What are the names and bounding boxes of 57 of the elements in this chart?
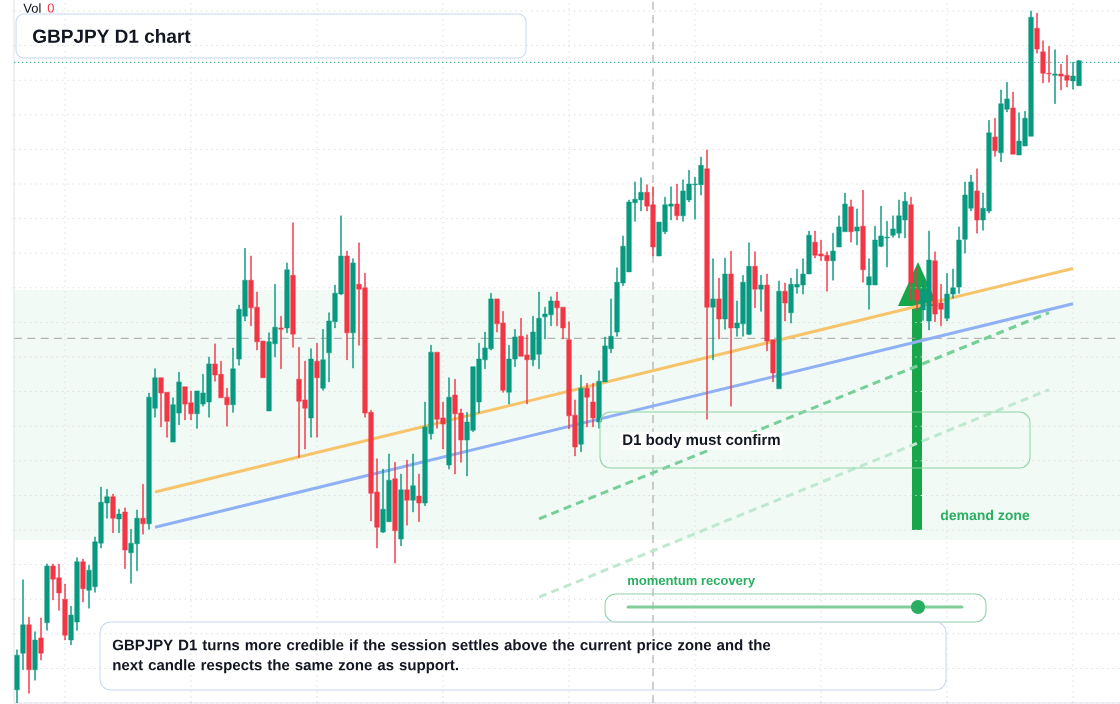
candlestick (974, 168, 980, 234)
candlestick (590, 383, 596, 428)
candlestick (62, 583, 68, 641)
candlestick (314, 342, 320, 438)
annotation: D1 body must confirm (623, 434, 780, 448)
candlestick (860, 189, 866, 283)
candlestick (1034, 12, 1040, 54)
candlestick (116, 508, 122, 534)
candlestick (278, 315, 284, 370)
annotation: GBPJPY D1 turns more credible if the session settles above the current price zone and the next candle respects the same zone as support. (112, 639, 771, 674)
candlestick (992, 117, 998, 157)
candlestick (578, 374, 584, 453)
candlestick (710, 258, 716, 361)
candlestick (80, 558, 86, 603)
annotation: Vol (23, 3, 41, 13)
annotation: 0 (47, 3, 54, 13)
text: GBPJPY D1 chart (33, 29, 191, 43)
candlestick (20, 579, 26, 671)
candlestick (716, 277, 722, 340)
candlestick (758, 275, 764, 312)
annotation: momentum recovery (628, 576, 756, 588)
candlestick (32, 631, 38, 681)
candlestick (410, 453, 416, 513)
candlestick (416, 473, 422, 522)
candlestick (908, 196, 914, 301)
candlestick (308, 348, 314, 438)
candlestick (284, 262, 290, 334)
candlestick (722, 257, 728, 330)
candlestick (392, 461, 398, 564)
candlestick (320, 329, 326, 391)
candlestick (704, 149, 710, 420)
candlestick (854, 208, 860, 246)
candlestick (230, 347, 236, 413)
candlestick (404, 459, 410, 526)
candlestick (110, 493, 116, 534)
candlestick (290, 222, 296, 348)
candlestick (398, 473, 404, 547)
candlestick (14, 649, 20, 703)
candlestick (782, 282, 788, 322)
candlestick (914, 267, 920, 311)
candlestick (776, 280, 782, 390)
candlestick (830, 232, 836, 281)
candlestick (140, 484, 146, 535)
candlestick (674, 183, 680, 221)
candlestick (26, 616, 32, 694)
candlestick (446, 377, 452, 470)
candlestick (1010, 91, 1016, 155)
candlestick (350, 258, 356, 369)
candlestick (344, 250, 350, 361)
candlestick (44, 563, 50, 631)
band-label: demand zone (940, 509, 1030, 521)
candlestick (584, 383, 590, 428)
candlestick (38, 617, 44, 661)
candlestick (848, 199, 854, 243)
candlestick (728, 250, 734, 407)
candlestick (752, 251, 758, 309)
candlestick (122, 507, 128, 570)
